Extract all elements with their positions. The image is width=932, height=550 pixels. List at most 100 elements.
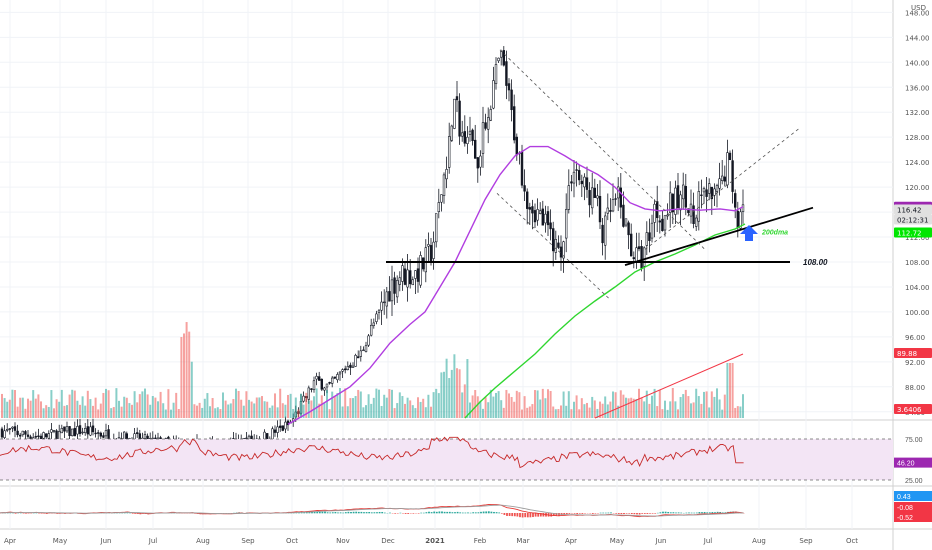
- candle-body: [666, 214, 669, 217]
- volume-bar: [489, 389, 492, 418]
- macd-hist-bar: [420, 512, 423, 514]
- volume-bar: [518, 392, 521, 418]
- volume-bar: [526, 407, 529, 418]
- volume-bar: [333, 396, 336, 418]
- volume-bar: [149, 404, 152, 418]
- candle-body: [557, 242, 560, 248]
- volume-bar: [164, 409, 167, 418]
- candle-body: [453, 98, 456, 129]
- candle-body: [310, 388, 313, 390]
- candle-body: [635, 247, 638, 262]
- candle-body: [323, 387, 326, 391]
- volume-bar: [19, 397, 22, 418]
- candle-body: [91, 425, 95, 433]
- macd-hist-bar: [326, 512, 329, 514]
- volume-bar: [196, 405, 198, 418]
- price-tick-label: 144.00: [905, 34, 930, 42]
- candle-body: [473, 139, 477, 159]
- volume-bar: [666, 409, 669, 418]
- volume-bar: [107, 390, 110, 418]
- macd-hist-bar: [636, 513, 638, 515]
- volume-bar: [47, 406, 50, 418]
- volume-bar: [398, 392, 401, 418]
- volume-bar: [336, 393, 339, 418]
- macd-hist-bar: [555, 513, 558, 516]
- time-tick-label: Mar: [516, 537, 529, 545]
- volume-bar: [445, 358, 448, 418]
- macd-hist-bar: [714, 512, 716, 514]
- volume-bar: [326, 389, 328, 418]
- volume-bar: [385, 397, 388, 418]
- volume-bar: [300, 393, 302, 418]
- price-tick-label: 108.00: [905, 259, 930, 267]
- candle-body: [440, 194, 443, 203]
- macd-hist-bar: [706, 512, 709, 514]
- macd-hist-bar: [550, 513, 553, 517]
- volume-bar: [471, 395, 474, 418]
- volume-bar: [372, 397, 375, 418]
- macd-hist-bar: [500, 513, 503, 514]
- volume-bar: [255, 397, 258, 418]
- candle-body: [60, 428, 64, 434]
- volume-bar: [162, 403, 165, 418]
- volume-bar: [687, 396, 690, 418]
- time-tick-label: Oct: [286, 537, 298, 545]
- volume-bar: [586, 402, 588, 418]
- time-tick-label: Aug: [752, 537, 766, 545]
- macd-hist-bar: [334, 512, 337, 514]
- candle-body: [372, 322, 375, 326]
- volume-bar: [222, 392, 224, 418]
- volume-bar: [401, 396, 404, 418]
- candle-body: [580, 180, 584, 185]
- macd-hist-bar: [508, 513, 511, 516]
- volume-bar: [128, 403, 131, 418]
- volume-bar: [263, 401, 266, 418]
- candle-body: [398, 277, 401, 285]
- volume-bar: [141, 391, 144, 418]
- macd-hist-bar: [490, 511, 493, 514]
- candle-body: [37, 435, 40, 437]
- volume-bar: [99, 403, 102, 418]
- candle-body: [44, 433, 48, 438]
- candle-body: [733, 193, 737, 208]
- macd-badge-label: -0.52: [897, 515, 913, 522]
- macd-badge: [894, 512, 932, 522]
- volume-bar: [521, 409, 523, 418]
- volume-bar: [211, 398, 214, 418]
- candle-body: [715, 185, 719, 192]
- candle-body: [429, 245, 433, 262]
- volume-bar: [24, 408, 27, 418]
- macd-hist-bar: [669, 512, 672, 514]
- candle-body: [562, 241, 565, 259]
- candle-body: [312, 380, 316, 390]
- volume-bar: [388, 389, 391, 418]
- candle-body: [575, 169, 578, 171]
- candle-body: [416, 268, 420, 282]
- macd-hist-bar: [474, 512, 477, 514]
- macd-hist-bar: [316, 511, 319, 514]
- macd-hist-bar: [641, 513, 644, 514]
- volume-bar: [638, 388, 640, 418]
- macd-hist-bar: [506, 513, 508, 516]
- candle-body: [507, 83, 511, 91]
- volume-bar: [541, 388, 544, 418]
- rsi-band: [0, 439, 893, 480]
- macd-hist-bar: [438, 511, 441, 514]
- macd-hist-bar: [604, 512, 607, 514]
- candle-body: [450, 125, 453, 141]
- volume-bar: [619, 390, 622, 418]
- candle-body: [484, 122, 487, 129]
- macd-hist-bar: [677, 512, 680, 514]
- candle-body: [614, 198, 617, 200]
- rsi-line: [0, 436, 744, 469]
- candle-body: [65, 426, 69, 432]
- volume-bar: [448, 378, 451, 418]
- volume-bar: [302, 404, 305, 418]
- ma-200d-label: 200dma: [761, 230, 788, 237]
- volume-bar: [274, 393, 276, 418]
- volume-bar: [531, 404, 534, 418]
- macd-hist-bar: [305, 512, 308, 514]
- macd-badge-label: -0.08: [897, 505, 913, 512]
- volume-bar: [198, 402, 201, 418]
